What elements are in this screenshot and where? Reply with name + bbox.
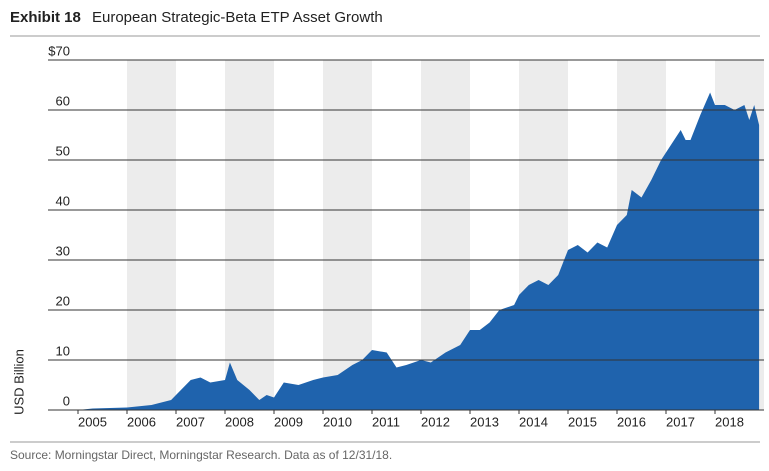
y-tick-label: 50	[56, 143, 70, 158]
year-band	[127, 60, 176, 410]
year-band	[323, 60, 372, 410]
y-tick-label: 60	[56, 93, 70, 108]
y-tick-label: 20	[56, 293, 70, 308]
chart-title: European Strategic-Beta ETP Asset Growth	[92, 9, 383, 26]
area	[78, 92, 760, 410]
x-tick-label: 2018	[715, 414, 744, 429]
x-tick-label: 2014	[519, 414, 548, 429]
x-tick-label: 2017	[666, 414, 695, 429]
y-tick-label: $70	[48, 43, 70, 58]
y-axis-label: USD Billion	[11, 349, 26, 415]
x-tick-label: 2010	[323, 414, 352, 429]
y-tick-label: 40	[56, 193, 70, 208]
year-band	[225, 60, 274, 410]
source-note: Source: Morningstar Direct, Morningstar …	[10, 448, 392, 462]
x-tick-label: 2005	[78, 414, 107, 429]
x-tick-label: 2009	[274, 414, 303, 429]
y-tick-label: 30	[56, 243, 70, 258]
exhibit-label: Exhibit 18	[10, 9, 81, 26]
x-tick-label: 2006	[127, 414, 156, 429]
y-tick-label: 0	[63, 393, 70, 408]
x-tick-label: 2012	[421, 414, 450, 429]
x-tick-label: 2016	[617, 414, 646, 429]
y-tick-label: 10	[56, 343, 70, 358]
x-tick-label: 2015	[568, 414, 597, 429]
x-tick-label: 2007	[176, 414, 205, 429]
x-tick-label: 2013	[470, 414, 499, 429]
x-tick-label: 2011	[372, 414, 400, 429]
x-tick-label: 2008	[225, 414, 254, 429]
